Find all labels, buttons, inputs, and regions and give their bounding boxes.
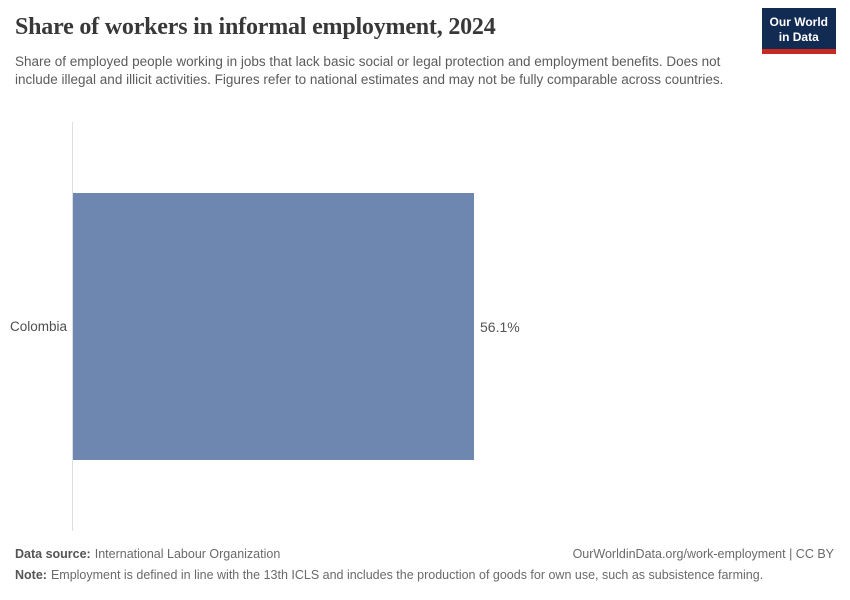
owid-logo-line2: in Data bbox=[778, 30, 819, 44]
bar bbox=[73, 193, 474, 460]
page-title: Share of workers in informal employment,… bbox=[15, 14, 496, 40]
note-label: Note: bbox=[15, 568, 47, 582]
bar-value-label: 56.1% bbox=[480, 319, 520, 335]
footer-source-row: Data source: International Labour Organiz… bbox=[15, 547, 834, 561]
owid-logo[interactable]: Our World in Data bbox=[761, 8, 836, 54]
datasource-value: International Labour Organization bbox=[94, 547, 281, 561]
owid-logo-line1: Our World bbox=[769, 15, 828, 29]
attribution-link[interactable]: OurWorldinData.org/work-employment | CC … bbox=[572, 547, 834, 561]
datasource-label: Data source: bbox=[15, 547, 91, 561]
datasource-line: Data source: International Labour Organiz… bbox=[15, 547, 280, 561]
entity-label-colombia: Colombia bbox=[9, 319, 67, 334]
note-value: Employment is defined in line with the 1… bbox=[50, 568, 764, 582]
chart-subtitle: Share of employed people working in jobs… bbox=[15, 54, 724, 88]
y-axis-line bbox=[72, 122, 73, 531]
footer-note-row: Note: Employment is defined in line with … bbox=[15, 568, 834, 582]
